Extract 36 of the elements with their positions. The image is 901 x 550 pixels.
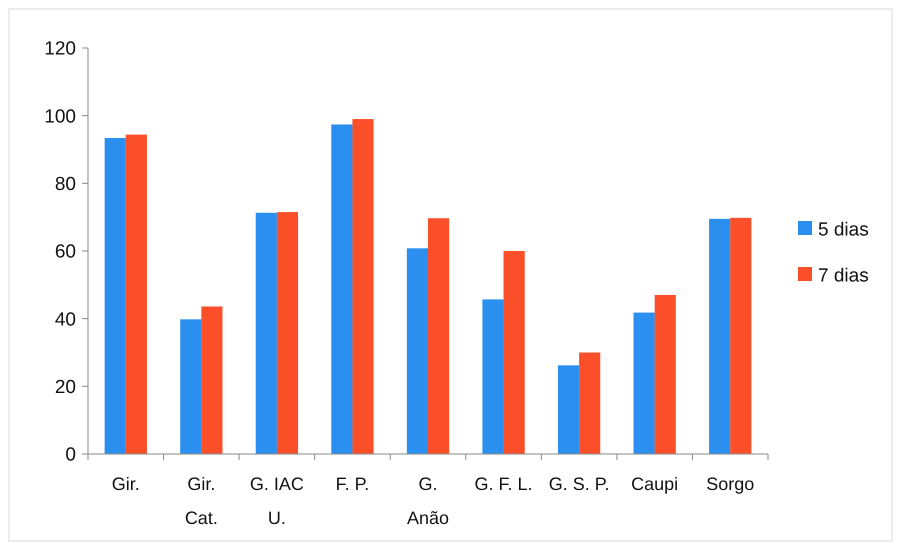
x-tick-label: G. S. P. bbox=[548, 474, 610, 494]
bar bbox=[709, 218, 730, 454]
bar bbox=[558, 365, 580, 454]
bar bbox=[428, 218, 450, 454]
bar bbox=[276, 212, 298, 454]
legend-label: 5 dias bbox=[818, 220, 869, 241]
x-tick-label: G. F. L. bbox=[474, 474, 533, 494]
bar bbox=[180, 319, 202, 454]
x-tick-label: Caupi bbox=[631, 474, 678, 494]
bar bbox=[331, 124, 352, 454]
bar bbox=[256, 212, 277, 454]
x-tick-label: G. Anão bbox=[406, 474, 450, 528]
y-tick-label: 80 bbox=[54, 174, 76, 195]
x-tick-label: F. P. bbox=[336, 474, 370, 494]
y-tick-label: 20 bbox=[54, 376, 76, 398]
bar bbox=[504, 251, 525, 454]
y-tick-label: 120 bbox=[44, 38, 76, 60]
bar bbox=[104, 138, 126, 454]
bar bbox=[730, 218, 752, 454]
y-tick-label: 100 bbox=[44, 106, 76, 128]
x-tick-label: G. IAC U. bbox=[250, 474, 304, 528]
legend-label: 7 dias bbox=[818, 266, 869, 287]
bar bbox=[352, 119, 374, 454]
y-tick-label: 0 bbox=[65, 444, 76, 466]
y-tick-label: 40 bbox=[54, 309, 76, 330]
bar bbox=[201, 306, 222, 454]
bar bbox=[482, 299, 504, 454]
bar bbox=[634, 312, 655, 454]
x-tick-label: Gir. bbox=[112, 474, 140, 494]
bar bbox=[654, 294, 676, 454]
x-tick-label: Sorgo bbox=[706, 474, 754, 494]
bar bbox=[579, 352, 600, 454]
y-tick-label: 60 bbox=[54, 242, 76, 263]
bar bbox=[126, 134, 147, 454]
x-tick-label: Gir. Cat. bbox=[184, 474, 218, 528]
bar bbox=[406, 248, 428, 454]
